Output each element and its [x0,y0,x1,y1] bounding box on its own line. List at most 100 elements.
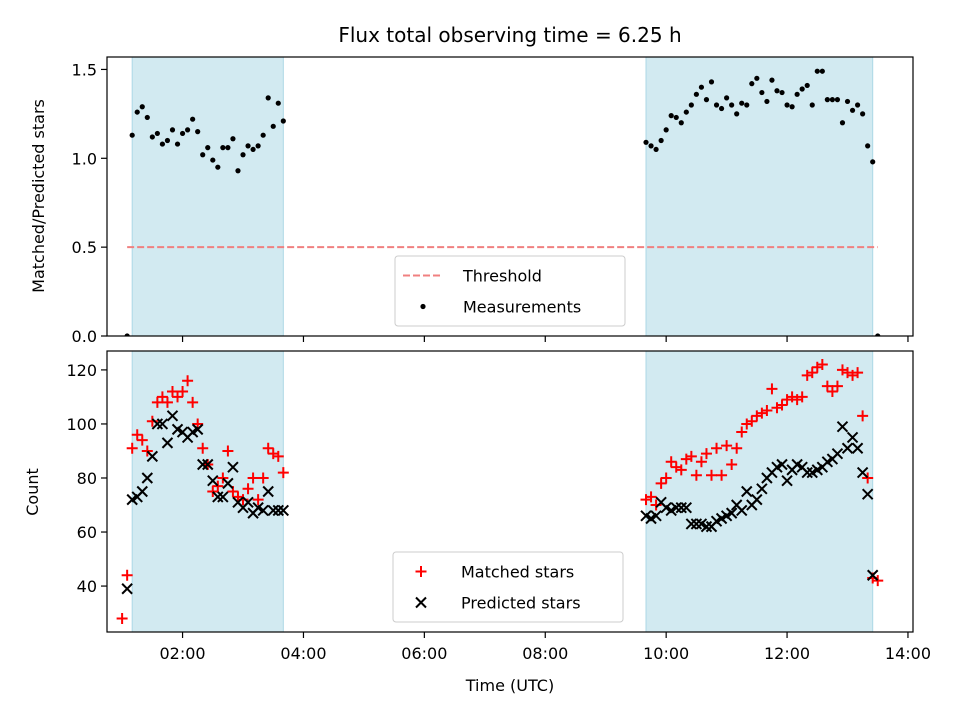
matched-star-point [257,472,269,484]
matched-star-point [695,456,707,468]
measurement-point [844,98,851,105]
measurement-point [169,127,176,133]
matched-star-point [746,415,758,427]
matched-star-point [721,440,733,452]
matched-star-point [247,472,259,484]
legend-label: Measurements [463,298,581,317]
count-y-tick-label: 60 [77,523,97,542]
matched-star-point [806,367,818,379]
matched-star-point [166,386,178,398]
count-y-tick-label: 120 [66,361,97,380]
predicted-star-point [801,466,813,479]
matched-star-point [197,442,209,454]
measurement-point [749,81,755,87]
measurement-point [688,102,694,108]
measurement-point [220,145,226,151]
x-tick-label: 12:00 [764,644,810,663]
measurement-point [708,79,715,85]
measurement-point [139,104,145,110]
matched-star-point [726,458,738,470]
measurement-point [255,143,261,149]
measurement-point [164,137,171,144]
measurement-point [658,137,664,144]
matched-star-point [222,445,234,457]
measurement-point [729,102,735,108]
ratio-y-tick-label: 1.5 [72,60,97,79]
matched-star-point [207,486,219,497]
count-panel-y-axis-label: Count [23,468,42,516]
matched-star-point [277,467,289,479]
matched-star-point [172,391,184,403]
ratio-y-tick-label: 0.0 [72,327,97,346]
measurement-point [774,88,780,94]
matched-star-point [262,442,274,454]
measurement-point [225,145,231,151]
measurement-point [698,84,705,90]
matched-star-point [716,469,728,481]
measurement-point [240,152,246,158]
legend-matched-swatch [415,566,427,577]
predicted-star-point [202,458,214,471]
measurement-point [718,105,725,112]
measurement-point [683,109,689,115]
predicted-star-point [197,458,209,471]
matched-star-point [217,472,229,484]
matched-star-point [212,480,224,492]
measurement-point [804,82,810,89]
count-plot-area [116,359,884,624]
measurement-point [159,141,166,147]
predicted-star-point [776,458,788,471]
measurement-point [834,97,841,103]
matched-star-point [151,396,163,408]
matched-star-point [700,448,712,460]
matched-star-point [857,410,869,422]
measurement-point [210,157,216,163]
measurement-point [235,168,241,174]
predicted-star-point [650,510,662,522]
predicted-star-point [151,418,164,430]
matched-star-point [776,399,788,411]
measurement-point [754,75,760,81]
measurement-point [215,164,221,170]
measurement-point [174,141,181,147]
measurement-point [144,114,150,121]
predicted-star-point [166,410,179,422]
predicted-star-point [272,504,284,517]
matched-star-point [660,472,672,484]
predicted-star-point [846,431,859,444]
measurement-point [124,333,130,336]
measurement-point [759,89,765,96]
measurement-point [779,89,785,96]
matched-star-point [177,386,189,398]
measurement-point [179,130,186,137]
matched-star-point [731,442,743,454]
measurement-point [250,146,256,153]
predicted-star-point [680,502,693,514]
measurement-point [260,132,266,138]
measurement-point [875,333,881,336]
measurement-point [819,68,825,74]
matched-star-point [821,380,833,392]
predicted-star-point [741,485,753,498]
measurement-point [870,159,876,165]
predicted-star-point [212,491,224,503]
matched-star-point [161,396,173,408]
predicted-star-point [141,472,154,484]
measurement-point [134,109,140,115]
measurement-point [744,102,750,108]
matched-star-point [655,477,667,489]
legend-label: Predicted stars [461,594,581,613]
x-axis-label: Time (UTC) [465,676,554,695]
matched-star-point [736,426,748,438]
measurement-point [794,91,800,97]
ratio-legend: Threshold Measurements [394,255,626,327]
measurement-point [280,118,286,124]
legend-box [392,551,624,623]
predicted-star-point [146,450,159,463]
measurement-point [185,127,191,133]
predicted-star-point [751,493,763,506]
ratio-y-tick-label: 0.5 [72,238,97,257]
predicted-star-point [861,488,874,500]
count-y-tick-label: 80 [77,469,97,488]
measurement-point [713,102,720,108]
